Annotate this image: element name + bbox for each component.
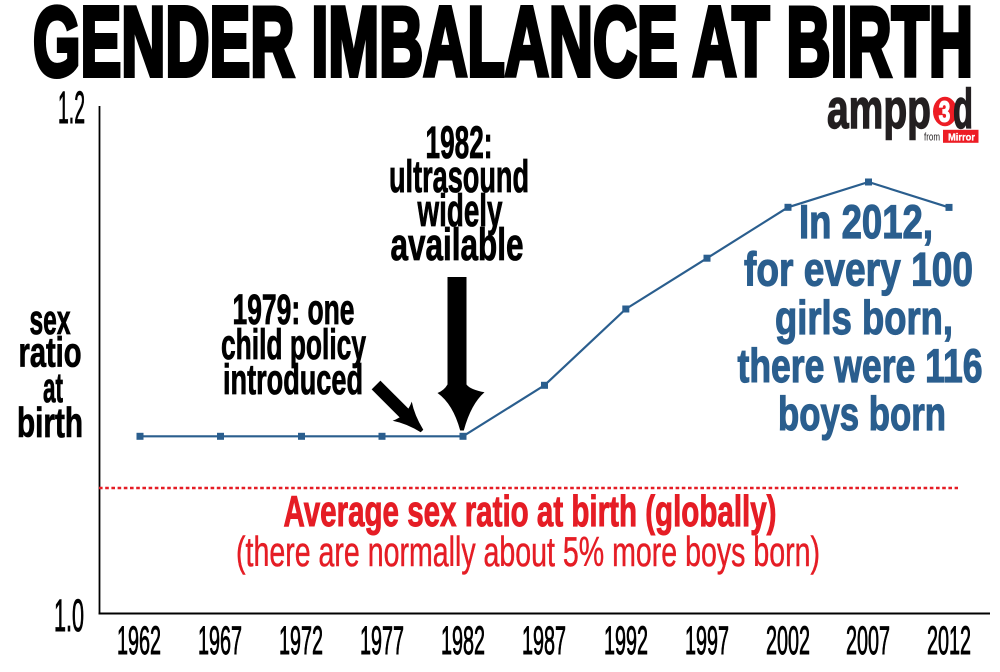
svg-text:boys born: boys born [778, 387, 946, 440]
svg-text:Mirror: Mirror [948, 131, 975, 143]
svg-text:1.0: 1.0 [54, 590, 84, 641]
svg-text:ampp: ampp [827, 77, 931, 140]
svg-text:In 2012,: In 2012, [799, 195, 933, 248]
svg-text:1972: 1972 [279, 619, 323, 663]
svg-text:2007: 2007 [846, 619, 890, 663]
svg-text:available: available [391, 219, 524, 270]
svg-text:1.2: 1.2 [58, 82, 85, 133]
svg-text:there were 116: there were 116 [738, 339, 983, 392]
svg-text:ultrasound: ultrasound [389, 151, 529, 202]
svg-text:child policy: child policy [221, 321, 366, 369]
svg-text:d: d [953, 77, 973, 140]
svg-text:1977: 1977 [360, 619, 404, 663]
svg-text:1982:: 1982: [426, 117, 493, 168]
svg-text:1997: 1997 [685, 619, 729, 663]
svg-text:birth: birth [17, 399, 83, 446]
svg-text:GENDER IMBALANCE AT BIRTH: GENDER IMBALANCE AT BIRTH [33, 0, 973, 97]
svg-text:at: at [43, 364, 63, 411]
svg-text:(there are normally about 5% m: (there are normally about 5% more boys b… [236, 528, 820, 575]
svg-text:1982: 1982 [441, 619, 485, 663]
svg-text:2002: 2002 [766, 619, 810, 663]
svg-text:1962: 1962 [117, 619, 161, 663]
svg-text:1992: 1992 [604, 619, 648, 663]
svg-text:1967: 1967 [198, 619, 242, 663]
svg-text:1987: 1987 [522, 619, 566, 663]
svg-text:girls born,: girls born, [775, 291, 953, 344]
svg-text:2012: 2012 [927, 619, 971, 663]
svg-text:introduced: introduced [223, 356, 363, 404]
svg-text:widely: widely [417, 185, 503, 236]
svg-text:1979: one: 1979: one [233, 286, 355, 334]
svg-text:sex: sex [30, 296, 71, 343]
svg-text:from: from [924, 132, 940, 144]
svg-text:Average sex ratio at birth (gl: Average sex ratio at birth (globally) [284, 487, 777, 536]
svg-text:ratio: ratio [19, 329, 82, 376]
svg-text:3: 3 [939, 97, 951, 129]
svg-text:for every 100: for every 100 [744, 243, 973, 296]
